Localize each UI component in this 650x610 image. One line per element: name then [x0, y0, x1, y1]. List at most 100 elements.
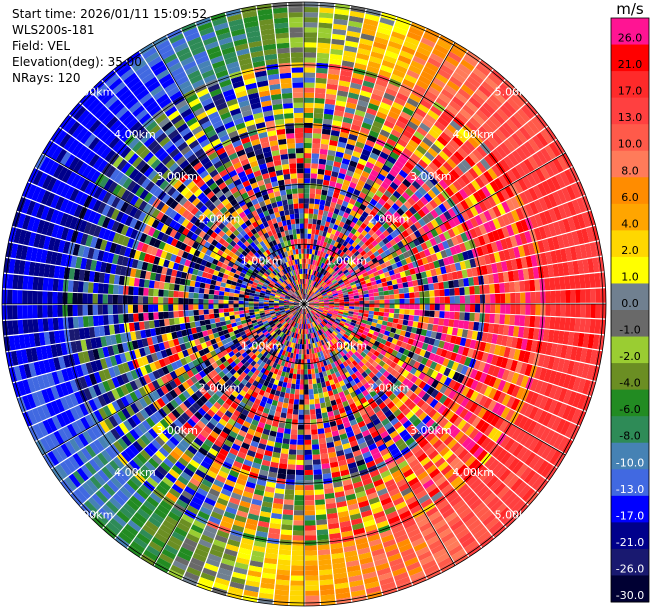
radar-gate	[326, 280, 332, 285]
radar-gate	[420, 402, 430, 412]
radar-gate	[435, 251, 443, 260]
radar-gate	[168, 339, 175, 348]
radar-gate	[401, 324, 408, 331]
radar-gate	[227, 406, 236, 414]
radar-gate	[378, 401, 387, 410]
radar-gate	[295, 469, 304, 476]
radar-gate	[299, 389, 304, 395]
radar-gate	[449, 304, 455, 312]
radar-gate	[307, 307, 311, 313]
radar-gate	[213, 332, 220, 339]
radar-gate	[392, 567, 407, 577]
radar-gate	[305, 560, 318, 566]
radar-gate	[251, 319, 257, 324]
radar-gate	[165, 439, 176, 450]
radar-gate	[388, 133, 399, 143]
radar-gate	[313, 306, 319, 309]
radar-gate	[469, 117, 482, 129]
radar-gate	[361, 211, 369, 219]
radar-gate	[295, 333, 298, 339]
radar-gate	[304, 404, 310, 410]
radar-gate	[530, 170, 542, 185]
radar-gate	[580, 304, 586, 318]
radar-gate	[395, 400, 404, 409]
radar-gate	[342, 223, 349, 230]
radar-gate	[310, 311, 315, 316]
radar-gate	[434, 226, 443, 235]
radar-gate	[298, 404, 304, 410]
radar-gate	[574, 245, 583, 260]
radar-gate	[296, 369, 301, 375]
radar-gate	[376, 567, 392, 576]
radar-gate	[414, 369, 422, 378]
radar-gate	[373, 331, 380, 337]
radar-gate	[446, 124, 459, 135]
radar-gate	[315, 347, 320, 353]
radar-gate	[375, 409, 384, 418]
radar-gate	[323, 174, 331, 181]
radar-gate	[375, 254, 383, 261]
radar-gate	[287, 351, 291, 358]
radar-gate	[273, 498, 284, 505]
radar-gate	[317, 295, 323, 299]
radar-gate	[321, 327, 327, 333]
radar-gate	[420, 70, 434, 82]
radar-gate	[413, 386, 423, 396]
radar-gate	[336, 225, 343, 233]
radar-gate	[288, 454, 297, 460]
radar-gate	[297, 343, 300, 350]
radar-gate	[437, 480, 450, 491]
radar-gate	[377, 353, 385, 360]
radar-gate	[294, 317, 298, 323]
radar-gate	[266, 365, 272, 372]
radar-gate	[218, 567, 233, 577]
radar-gate	[243, 459, 253, 467]
radar-gate	[309, 279, 312, 285]
radar-gate	[285, 335, 290, 341]
radar-gate	[304, 238, 308, 244]
radar-gate	[513, 413, 524, 427]
radar-gate	[364, 393, 372, 401]
radar-gate	[279, 318, 285, 323]
radar-gate	[581, 228, 590, 244]
radar-gate	[352, 449, 362, 457]
radar-gate	[272, 332, 278, 338]
radar-gate	[545, 304, 551, 316]
radar-gate	[369, 413, 378, 422]
radar-gate	[315, 313, 320, 318]
radar-gate	[329, 268, 335, 274]
radar-gate	[431, 379, 440, 389]
radar-gate	[394, 294, 400, 299]
radar-gate	[77, 433, 89, 447]
radar-gate	[519, 466, 532, 481]
radar-gate	[320, 290, 326, 294]
radar-gate	[321, 215, 328, 222]
radar-gate	[436, 274, 444, 283]
radar-gate	[515, 374, 525, 387]
radar-gate	[313, 300, 319, 302]
radar-gate	[330, 239, 336, 246]
radar-gate	[544, 429, 556, 444]
radar-gate	[371, 361, 379, 368]
radar-gate	[289, 314, 294, 319]
radar-gate	[564, 169, 575, 185]
radar-gate	[319, 2, 335, 9]
radar-gate	[390, 129, 402, 138]
radar-gate	[348, 260, 355, 266]
radar-gate	[414, 408, 424, 418]
radar-gate	[310, 178, 317, 184]
radar-gate	[396, 261, 403, 268]
radar-gate	[394, 304, 400, 309]
radar-gate	[250, 360, 257, 367]
radar-gate	[289, 393, 295, 400]
radar-gate	[369, 186, 378, 194]
radar-gate	[346, 430, 355, 438]
radar-gate	[399, 330, 407, 337]
radar-gate	[466, 76, 481, 89]
radar-gate	[499, 159, 511, 172]
radar-gate	[562, 331, 570, 345]
radar-gate	[468, 321, 475, 331]
radar-gate	[425, 165, 436, 176]
radar-gate	[216, 572, 231, 582]
radar-gate	[385, 326, 392, 332]
